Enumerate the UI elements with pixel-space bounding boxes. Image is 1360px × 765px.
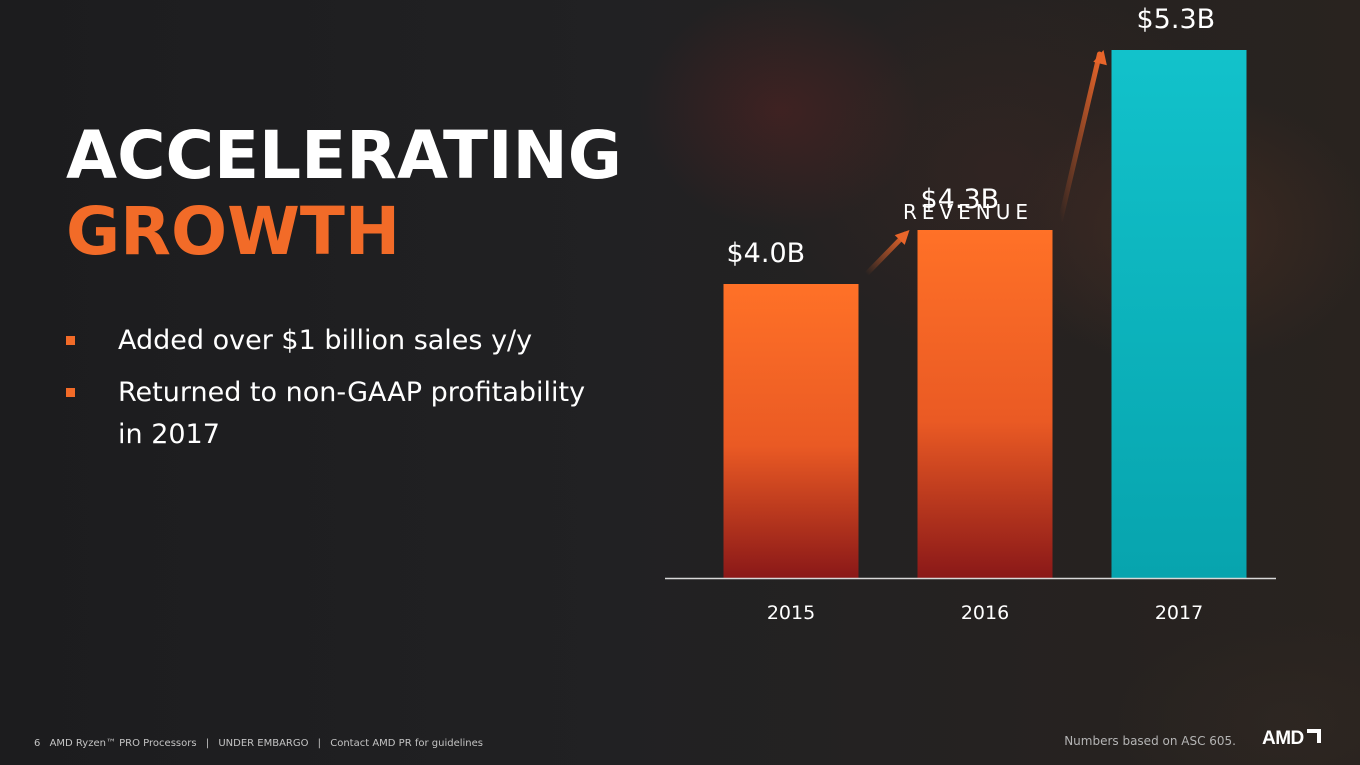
page-number: 6 [34,738,41,749]
logo-text: AMD [1262,728,1304,749]
amd-arrow-icon [1306,729,1321,743]
bullet-item: Returned to non-GAAP profitability in 20… [66,372,606,456]
growth-arrow-shaft [864,231,908,277]
growth-arrow-shaft [1058,51,1102,223]
labels-group: $4.0B 2015 $4.3B 2016 $5.3B 2017 [727,4,1216,624]
x-tick-label: 2015 [767,602,815,624]
value-label: $4.3B [921,184,1000,215]
bar-2016 [917,230,1053,578]
title-line-1: ACCELERATING [66,117,622,194]
bars-group [723,50,1247,578]
footer-separator: | [205,738,210,749]
bullet-square-icon [66,336,75,345]
bullet-text: Returned to non-GAAP profitability in 20… [118,377,586,450]
footer-contact: Contact AMD PR for guidelines [330,738,483,749]
bar-2017 [1111,50,1247,578]
arrows-group [864,50,1107,277]
footer: 6 AMD Ryzen™ PRO Processors | UNDER EMBA… [34,738,489,749]
footer-separator: | [317,738,322,749]
footnote: Numbers based on ASC 605. [1064,734,1236,748]
value-label: $5.3B [1137,4,1216,35]
growth-arrow-head-icon [1093,50,1107,66]
bullet-list: Added over $1 billion sales y/y Returned… [66,320,606,466]
value-label: $4.0B [727,238,806,269]
x-tick-label: 2016 [961,602,1009,624]
bullet-text: Added over $1 billion sales y/y [118,325,533,356]
x-tick-label: 2017 [1155,602,1203,624]
footer-product: AMD Ryzen™ PRO Processors [49,738,197,749]
slide-title: ACCELERATING GROWTH [66,118,622,270]
footer-embargo: UNDER EMBARGO [218,738,309,749]
amd-logo: AMD [1262,728,1321,750]
bullet-square-icon [66,388,75,397]
bar-2015 [723,284,859,578]
growth-arrow-head-icon [894,230,910,245]
title-line-2: GROWTH [66,193,401,270]
bullet-item: Added over $1 billion sales y/y [66,320,606,362]
chart-title: REVENUE [903,200,1033,224]
